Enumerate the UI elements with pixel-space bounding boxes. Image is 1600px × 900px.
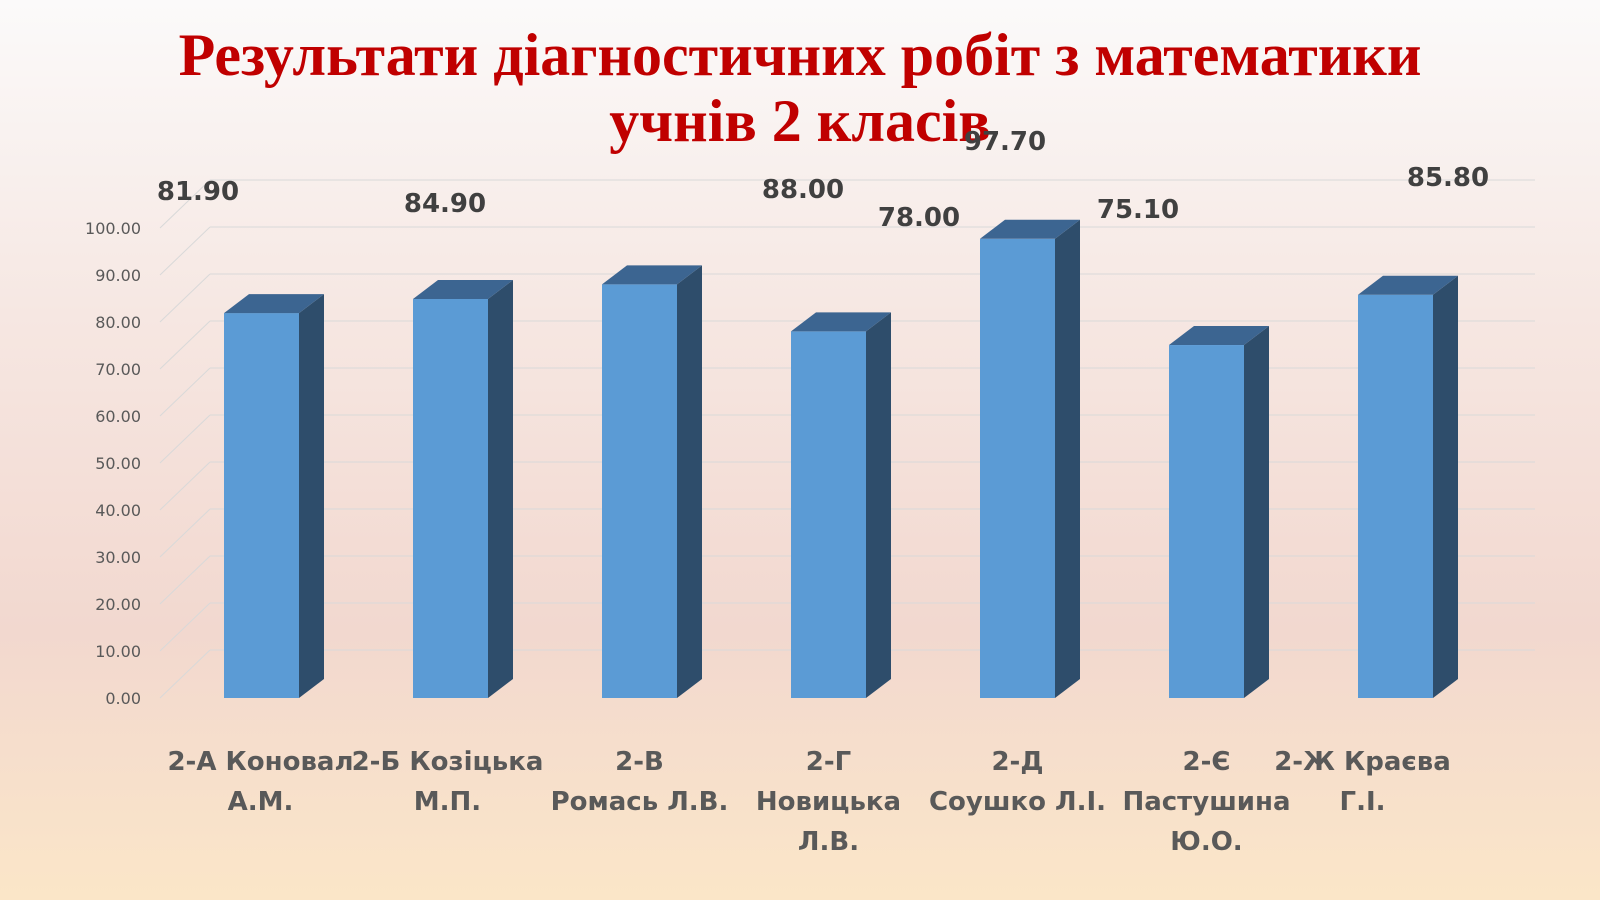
y-tick-label: 100.00 xyxy=(85,219,141,238)
bar xyxy=(413,298,488,698)
y-tick-label: 0.00 xyxy=(105,689,141,708)
y-tick-label: 30.00 xyxy=(95,548,141,567)
bar-top xyxy=(791,312,891,332)
y-tick-label: 90.00 xyxy=(95,266,141,285)
bar xyxy=(980,238,1055,698)
gridline-diagonal xyxy=(159,555,211,605)
bar-side xyxy=(677,265,702,698)
bar-top xyxy=(224,294,324,314)
category-label: 2-В xyxy=(615,747,664,777)
bar-top xyxy=(602,265,702,285)
bar-side xyxy=(1055,219,1080,698)
bar-side xyxy=(488,279,513,698)
category-label: Соушко Л.І. xyxy=(929,787,1106,817)
category-label: Г.І. xyxy=(1340,787,1386,817)
gridline-diagonal xyxy=(159,226,211,276)
bar-top xyxy=(1169,326,1269,346)
y-tick-label: 60.00 xyxy=(95,407,141,426)
data-label: 81.90 xyxy=(157,177,239,207)
gridline-diagonal xyxy=(159,602,211,652)
category-label: Новицька xyxy=(756,787,901,817)
gridline-diagonal xyxy=(159,649,211,699)
bar xyxy=(1169,345,1244,698)
gridline-diagonal xyxy=(159,461,211,511)
gridline-diagonal xyxy=(159,508,211,558)
data-label: 75.10 xyxy=(1097,195,1179,225)
category-label: 2-Ж Краєва xyxy=(1274,747,1451,777)
category-label: 2-Г xyxy=(806,747,851,777)
category-label: А.М. xyxy=(228,787,294,817)
bar xyxy=(602,284,677,698)
chart-title-line-2: учнів 2 класів xyxy=(609,88,991,154)
bar xyxy=(791,331,866,698)
y-tick-label: 40.00 xyxy=(95,501,141,520)
gridline-diagonal xyxy=(159,367,211,417)
gridline-diagonal xyxy=(159,179,211,229)
y-tick-label: 80.00 xyxy=(95,313,141,332)
y-tick-label: 50.00 xyxy=(95,454,141,473)
category-label: М.П. xyxy=(414,787,481,817)
bar-side xyxy=(1244,326,1269,698)
bar-side xyxy=(866,312,891,698)
category-label: 2-Б Козіцька xyxy=(352,747,544,777)
y-tick-label: 70.00 xyxy=(95,360,141,379)
bar-side xyxy=(299,294,324,698)
data-label: 85.80 xyxy=(1407,163,1489,193)
category-label: Л.В. xyxy=(798,827,859,857)
bar-top xyxy=(1358,275,1458,295)
data-label: 78.00 xyxy=(878,203,960,233)
bar-side xyxy=(1433,275,1458,698)
category-label: 2-Д xyxy=(991,747,1043,777)
chart-title: Результати діагностичних робіт з математ… xyxy=(0,22,1600,154)
category-label: Пастушина xyxy=(1122,787,1290,817)
bar-top xyxy=(413,279,513,299)
gridline-diagonal xyxy=(159,320,211,370)
category-label: 2-Є xyxy=(1183,747,1231,777)
data-label: 97.70 xyxy=(964,127,1046,157)
data-label: 84.90 xyxy=(404,189,486,219)
gridline-diagonal xyxy=(159,414,211,464)
bar xyxy=(1358,294,1433,698)
y-tick-label: 20.00 xyxy=(95,595,141,614)
category-label: Ромась Л.В. xyxy=(551,787,729,817)
category-label: Ю.О. xyxy=(1170,827,1242,857)
chart-title-line-1: Результати діагностичних робіт з математ… xyxy=(178,22,1422,88)
y-tick-label: 10.00 xyxy=(95,642,141,661)
data-label: 88.00 xyxy=(762,175,844,205)
gridline-diagonal xyxy=(159,273,211,323)
bar-top xyxy=(980,219,1080,239)
bar xyxy=(224,313,299,698)
category-label: 2-А Коновал xyxy=(167,747,353,777)
